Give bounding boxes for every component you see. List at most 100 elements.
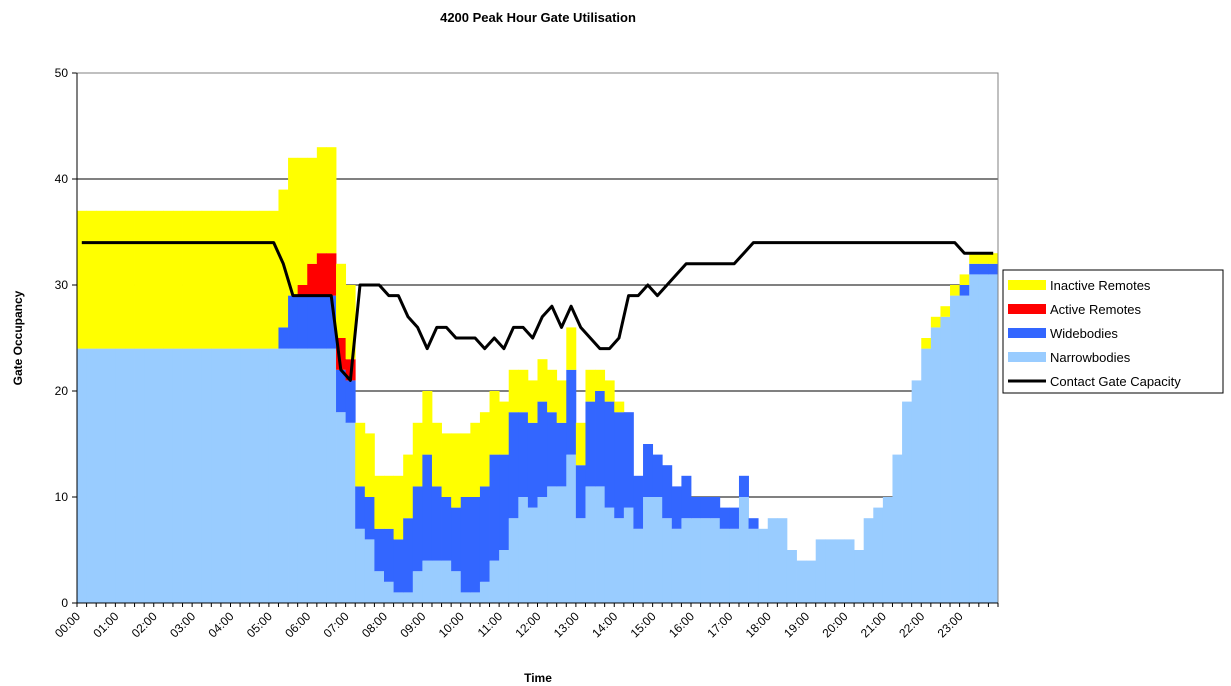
bar-segment — [460, 497, 471, 593]
x-tick-label: 17:00 — [704, 609, 735, 640]
bar-segment — [969, 253, 980, 264]
bar-segment — [297, 348, 308, 603]
bar-segment — [96, 348, 107, 603]
bar-segment — [950, 295, 961, 603]
bar-segment — [738, 475, 749, 497]
bar-segment — [595, 486, 606, 603]
bar-segment — [297, 157, 308, 285]
legend-swatch — [1008, 280, 1046, 290]
bar-segment — [566, 454, 577, 603]
bar-segment — [969, 274, 980, 603]
bar-segment — [652, 454, 663, 497]
bar-segment — [460, 433, 471, 497]
bar-segment — [489, 454, 500, 561]
bar-segment — [700, 497, 711, 519]
bar-segment — [240, 210, 251, 349]
bar-segment — [172, 210, 183, 349]
bar-segment — [479, 412, 490, 487]
bar-segment — [115, 348, 126, 603]
bar-segment — [316, 295, 327, 349]
bar-segment — [691, 518, 701, 603]
bar-segment — [930, 316, 941, 328]
bar-segment — [431, 422, 442, 487]
bar-segment — [240, 348, 251, 603]
x-tick-label: 07:00 — [321, 609, 352, 640]
bar-segment — [950, 285, 961, 296]
bar-segment — [643, 497, 654, 603]
bar-segment — [585, 486, 596, 603]
bar-segment — [575, 465, 586, 519]
bar-segment — [105, 348, 116, 603]
bar-segment — [547, 486, 558, 603]
bar-segment — [451, 433, 462, 508]
legend-swatch — [1008, 328, 1046, 338]
x-tick-label: 11:00 — [475, 609, 506, 640]
bar-segment — [422, 391, 433, 455]
bar-segment — [556, 422, 567, 487]
bar-segment — [163, 348, 174, 603]
bar-segment — [441, 560, 452, 603]
x-tick-label: 10:00 — [436, 609, 467, 640]
bar-segment — [316, 147, 327, 254]
bar-segment — [470, 497, 481, 593]
bar-segment — [86, 210, 97, 349]
bar-segment — [873, 507, 884, 603]
bar-segment — [288, 157, 299, 296]
bar-segment — [144, 210, 155, 349]
bar-segment — [124, 210, 135, 349]
bar-segment — [278, 327, 289, 349]
bar-segment — [671, 528, 682, 603]
bar-segment — [115, 210, 126, 349]
bar-segment — [316, 253, 327, 296]
bar-segment — [393, 539, 404, 593]
bar-segment — [431, 486, 442, 561]
bar-segment — [825, 539, 836, 603]
bar-segment — [403, 518, 414, 593]
bar-segment — [566, 327, 577, 370]
bar-segment — [547, 369, 558, 413]
bar-segment — [537, 359, 548, 402]
bar-segment — [288, 348, 299, 603]
bar-segment — [719, 528, 730, 603]
x-tick-label: 06:00 — [282, 609, 313, 640]
bar-segment — [431, 560, 442, 603]
bar-segment — [978, 263, 989, 275]
bar-segment — [201, 210, 212, 349]
bar-segment — [738, 497, 749, 603]
bar-segment — [662, 518, 673, 603]
y-tick-label: 40 — [55, 172, 69, 186]
x-tick-label: 09:00 — [397, 609, 428, 640]
x-tick-label: 12:00 — [512, 609, 543, 640]
bar-segment — [403, 454, 414, 519]
bar-segment — [297, 295, 308, 349]
bar-segment — [479, 581, 490, 603]
bar-segment — [978, 253, 989, 264]
bar-segment — [786, 550, 797, 603]
bar-segment — [192, 348, 203, 603]
bar-segment — [940, 306, 951, 317]
bar-segment — [326, 295, 337, 349]
bar-segment — [518, 412, 529, 497]
bar-segment — [355, 486, 366, 529]
x-tick-label: 21:00 — [858, 609, 889, 640]
bar-segment — [326, 253, 337, 296]
bar-segment — [633, 528, 644, 603]
bar-segment — [854, 550, 865, 603]
bar-segment — [412, 422, 423, 487]
bar-segment — [192, 210, 203, 349]
y-tick-label: 10 — [55, 490, 69, 504]
bar-segment — [297, 285, 308, 296]
bar-segment — [153, 348, 164, 603]
bar-segment — [585, 401, 596, 487]
bar-segment — [844, 539, 855, 603]
bar-segment — [537, 401, 548, 497]
bar-segment — [470, 422, 481, 497]
bar-segment — [336, 412, 347, 603]
line-series — [81, 241, 994, 382]
bar-segment — [211, 348, 222, 603]
bar-segment — [134, 210, 145, 349]
legend-label: Inactive Remotes — [1050, 278, 1151, 293]
bar-segment — [547, 412, 558, 487]
bar-segment — [105, 210, 116, 349]
